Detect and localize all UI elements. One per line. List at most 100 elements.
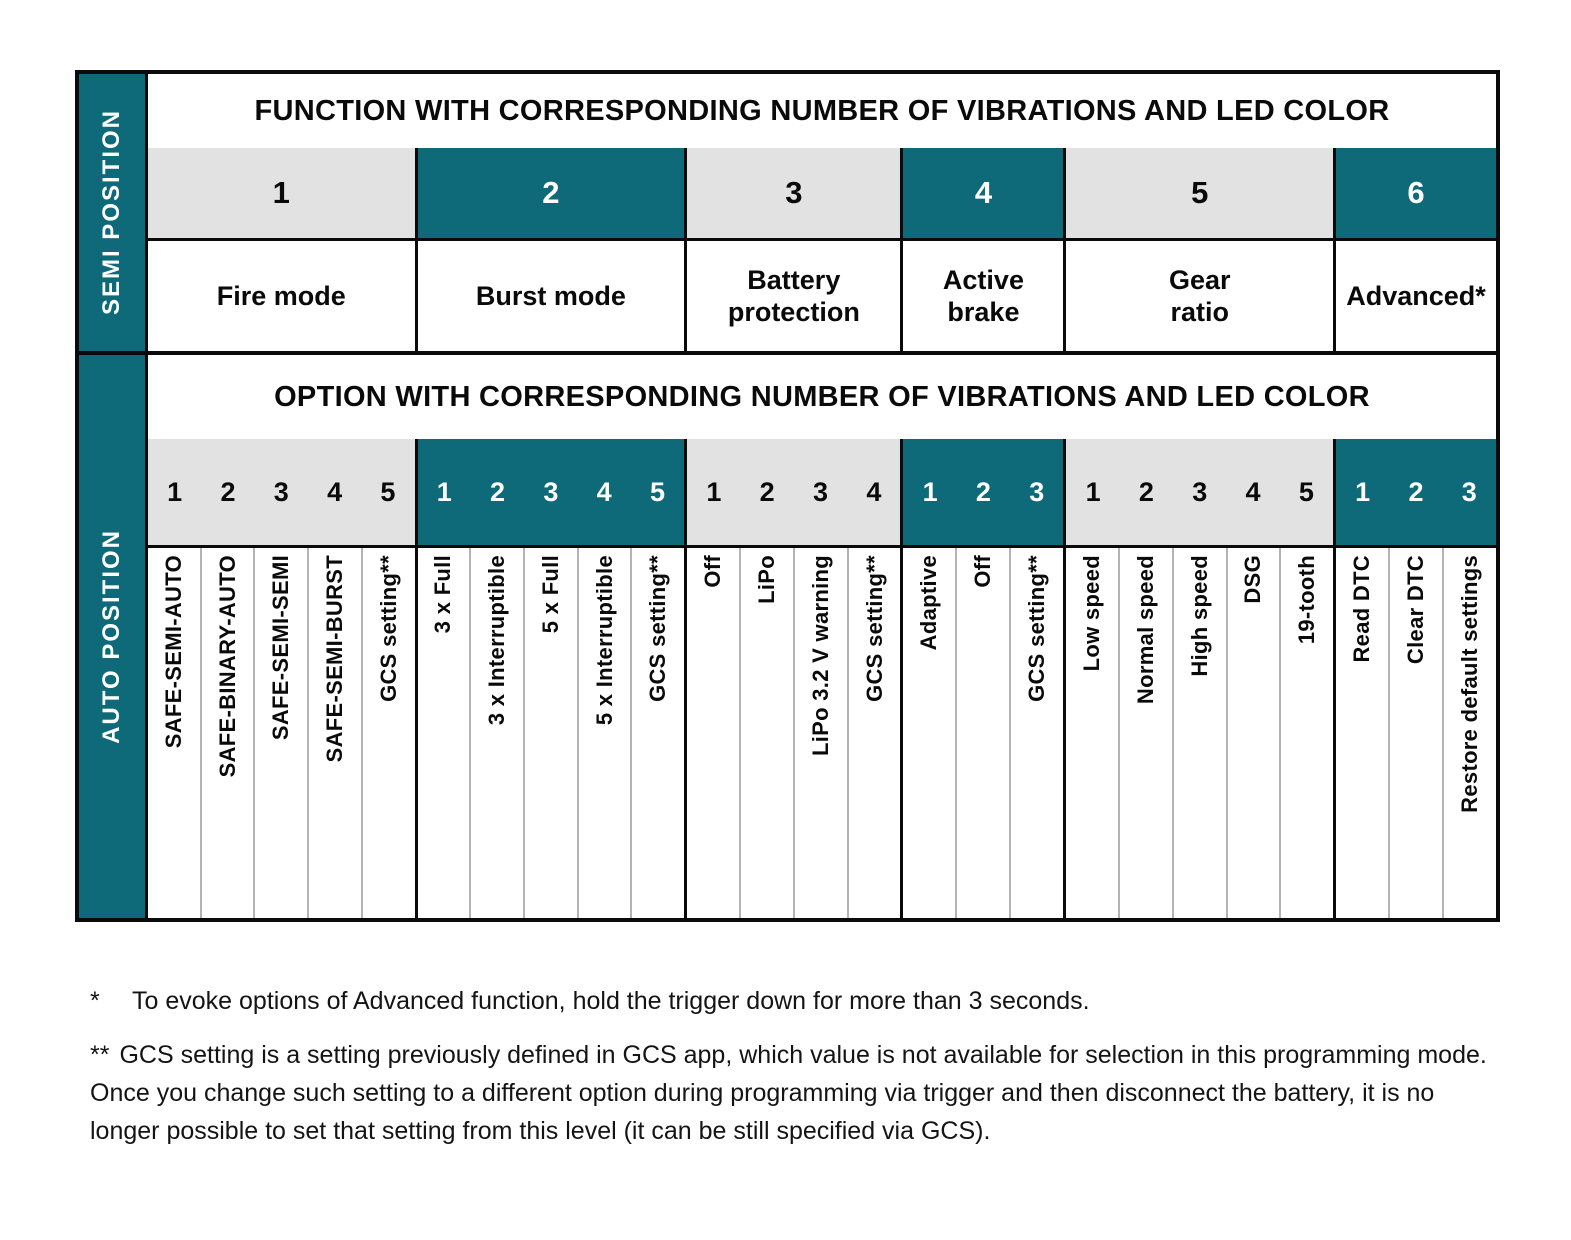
option-label-cell: Read DTC bbox=[1336, 548, 1388, 918]
option-label-cell: Adaptive bbox=[903, 548, 955, 918]
option-label-cell: SAFE-SEMI-AUTO bbox=[148, 548, 200, 918]
option-number-cell: 5 bbox=[380, 476, 396, 507]
option-label-cell: LiPo bbox=[739, 548, 793, 918]
option-label-cell: 5 x Full bbox=[523, 548, 577, 918]
option-label: Off bbox=[970, 555, 996, 588]
option-number-cell: 2 bbox=[975, 476, 991, 507]
option-label-cell: GCS setting** bbox=[630, 548, 684, 918]
option-number-cell: 4 bbox=[327, 476, 343, 507]
option-number-cell: 1 bbox=[1355, 476, 1371, 507]
function-number-cell-1: 1 bbox=[148, 148, 415, 238]
option-labels-group: Adaptive Off GCS setting** bbox=[900, 548, 1064, 918]
section-divider bbox=[79, 351, 1496, 355]
option-numbers-group: 1 2 3 4 5 bbox=[148, 439, 415, 545]
option-label-cell: Restore default settings bbox=[1441, 548, 1496, 918]
option-label-cell: GCS setting** bbox=[360, 548, 415, 918]
function-section-header: FUNCTION WITH CORRESPONDING NUMBER OF VI… bbox=[254, 94, 1390, 127]
function-name-cell: Gear ratio bbox=[1063, 241, 1334, 351]
semi-position-section: SEMI POSITION FUNCTION WITH CORRESPONDIN… bbox=[79, 74, 1496, 351]
function-number-cell-6: 6 bbox=[1333, 148, 1496, 238]
programming-table: SEMI POSITION FUNCTION WITH CORRESPONDIN… bbox=[75, 70, 1500, 922]
option-numbers-group: 1 2 3 4 5 bbox=[414, 439, 685, 545]
function-number-cell-2: 2 bbox=[414, 148, 685, 238]
option-number-cell: 2 bbox=[490, 476, 506, 507]
option-label-cell: 3 x Interruptible bbox=[469, 548, 523, 918]
option-label: Adaptive bbox=[916, 555, 942, 651]
option-label: SAFE-SEMI-AUTO bbox=[160, 555, 186, 749]
option-label: Off bbox=[700, 555, 726, 588]
semi-position-label: SEMI POSITION bbox=[98, 109, 125, 316]
footnote-advanced: * To evoke options of Advanced function, … bbox=[90, 982, 1498, 1020]
option-label: 19-tooth bbox=[1294, 555, 1320, 645]
option-label-cell: SAFE-SEMI-BURST bbox=[307, 548, 361, 918]
option-number-cell: 3 bbox=[1029, 476, 1045, 507]
function-names-row: Fire mode Burst mode Battery protection Act… bbox=[148, 238, 1496, 351]
option-label: LiPo 3.2 V warning bbox=[807, 555, 833, 756]
option-number-cell: 1 bbox=[1085, 476, 1101, 507]
option-label-cell: LiPo 3.2 V warning bbox=[792, 548, 847, 918]
option-label: 5 x Interruptible bbox=[591, 555, 617, 726]
footnote-marker: * bbox=[90, 987, 100, 1015]
option-label: GCS setting** bbox=[1024, 555, 1050, 702]
option-number-cell: 1 bbox=[922, 476, 938, 507]
option-labels-group: 3 x Full 3 x Interruptible 5 x Full 5 x Int… bbox=[414, 548, 685, 918]
semi-position-sidebar: SEMI POSITION bbox=[79, 74, 148, 351]
option-numbers-group: 1 2 3 bbox=[900, 439, 1064, 545]
option-label-cell: SAFE-BINARY-AUTO bbox=[199, 548, 254, 918]
option-section-header: OPTION WITH CORRESPONDING NUMBER OF VIBR… bbox=[274, 380, 1370, 413]
function-name-cell: Fire mode bbox=[148, 241, 415, 351]
option-number-cell: 1 bbox=[167, 476, 183, 507]
option-labels-group: Off LiPo LiPo 3.2 V warning GCS setting** bbox=[684, 548, 901, 918]
option-number-cell: 3 bbox=[812, 476, 829, 507]
option-number-cell: 2 bbox=[220, 476, 236, 507]
option-number-cell: 4 bbox=[596, 476, 612, 507]
option-label: GCS setting** bbox=[861, 555, 887, 702]
option-number-cell: 5 bbox=[1298, 476, 1314, 507]
option-number-cell: 2 bbox=[1408, 476, 1424, 507]
option-label: SAFE-BINARY-AUTO bbox=[214, 555, 240, 778]
option-label-cell: SAFE-SEMI-SEMI bbox=[253, 548, 307, 918]
option-label: SAFE-SEMI-BURST bbox=[322, 555, 348, 763]
option-label: Clear DTC bbox=[1402, 555, 1428, 665]
option-number-cell: 3 bbox=[543, 476, 559, 507]
option-label: Low speed bbox=[1079, 555, 1105, 672]
option-label-cell: High speed bbox=[1171, 548, 1226, 918]
option-label: Read DTC bbox=[1349, 555, 1374, 663]
option-label-cell: Low speed bbox=[1066, 548, 1118, 918]
semi-content: FUNCTION WITH CORRESPONDING NUMBER OF VI… bbox=[148, 74, 1496, 351]
option-number-cell: 1 bbox=[436, 476, 452, 507]
option-labels-group: Low speed Normal speed High speed DSG 19-too… bbox=[1063, 548, 1334, 918]
function-name-cell: Burst mode bbox=[414, 241, 685, 351]
function-name-cell: Active brake bbox=[900, 241, 1064, 351]
option-numbers-group: 1 2 3 4 5 bbox=[1063, 439, 1334, 545]
auto-content: OPTION WITH CORRESPONDING NUMBER OF VIBR… bbox=[148, 355, 1496, 918]
option-number-cell: 4 bbox=[866, 476, 882, 507]
option-labels-group: Read DTC Clear DTC Restore default setting… bbox=[1333, 548, 1496, 918]
footnote-text: GCS setting is a setting previously defi… bbox=[90, 1041, 1487, 1145]
option-label-cell: Normal speed bbox=[1118, 548, 1172, 918]
footnote-text: To evoke options of Advanced function, h… bbox=[132, 987, 1090, 1015]
option-number-cell: 5 bbox=[649, 476, 666, 507]
option-label-cell: Clear DTC bbox=[1388, 548, 1442, 918]
option-labels-row: SAFE-SEMI-AUTO SAFE-BINARY-AUTO SAFE-SEMI-… bbox=[148, 545, 1496, 918]
option-label: 3 x Interruptible bbox=[484, 555, 510, 726]
option-number-cell: 3 bbox=[273, 476, 289, 507]
option-label: Restore default settings bbox=[1456, 555, 1482, 813]
option-label: High speed bbox=[1186, 555, 1212, 677]
footnote-marker: ** bbox=[90, 1041, 110, 1069]
auto-position-section: AUTO POSITION OPTION WITH CORRESPONDING … bbox=[79, 355, 1496, 918]
option-number-cell: 2 bbox=[759, 476, 775, 507]
function-number-cell-5: 5 bbox=[1063, 148, 1334, 238]
option-numbers-row: 1 2 3 4 5 1 2 3 4 5 1 2 3 4 1 2 3 1 2 3 4 5 1 2 3 bbox=[148, 439, 1496, 545]
auto-position-sidebar: AUTO POSITION bbox=[79, 355, 148, 918]
option-label-cell: Off bbox=[687, 548, 739, 918]
function-name-cell: Advanced* bbox=[1333, 241, 1496, 351]
option-label: Normal speed bbox=[1133, 555, 1158, 705]
option-number-cell: 4 bbox=[1245, 476, 1261, 507]
option-label: GCS setting** bbox=[375, 555, 401, 702]
option-number-cell: 3 bbox=[1192, 476, 1208, 507]
option-label: DSG bbox=[1240, 555, 1266, 604]
function-number-cell-3: 3 bbox=[684, 148, 901, 238]
